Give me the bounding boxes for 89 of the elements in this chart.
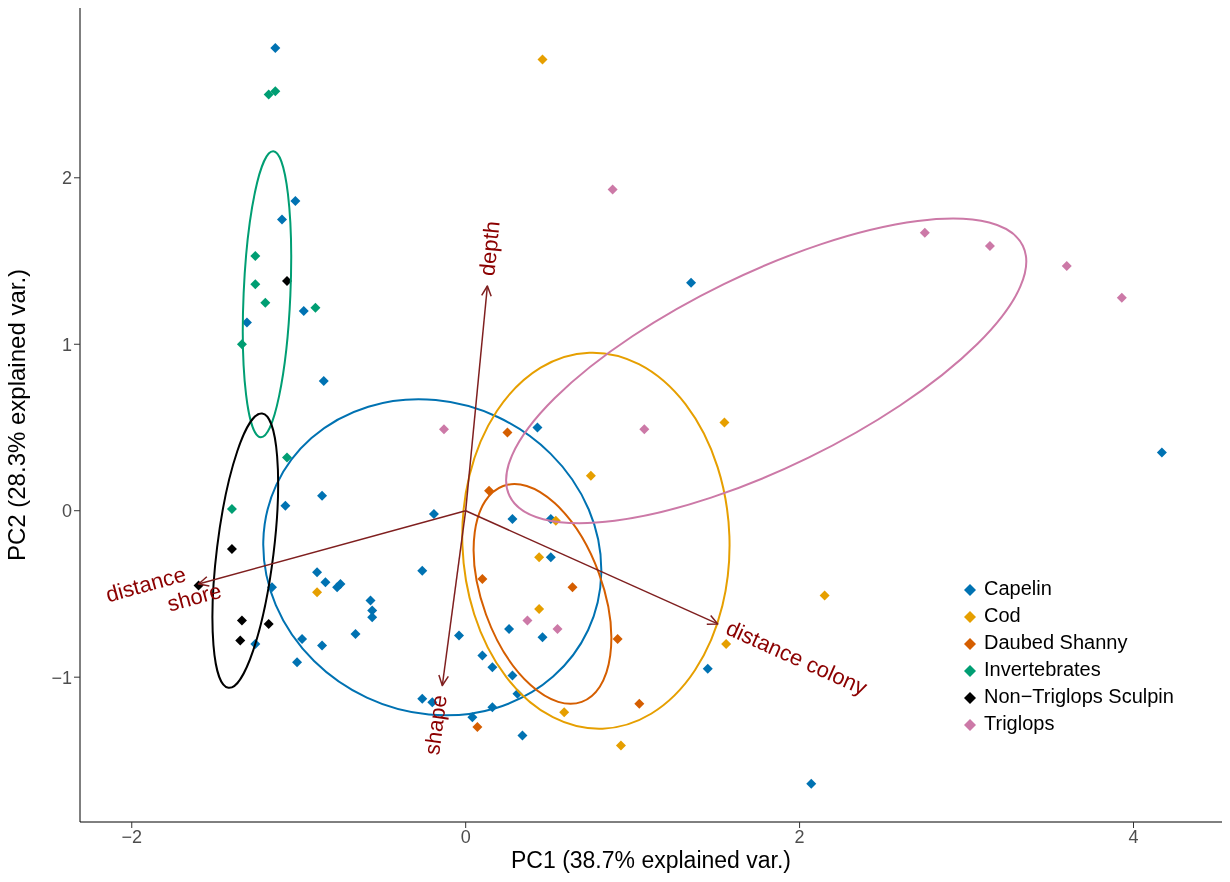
point	[502, 427, 513, 438]
point	[350, 628, 361, 639]
x-tick-label: −2	[121, 826, 143, 847]
point	[532, 422, 543, 433]
legend-label: Daubed Shanny	[984, 631, 1128, 654]
point	[559, 707, 570, 718]
point	[639, 424, 650, 435]
point	[260, 297, 271, 308]
point	[428, 509, 439, 520]
point	[320, 577, 331, 588]
point	[454, 630, 464, 641]
annotation: shape	[418, 693, 452, 757]
point	[507, 514, 518, 525]
legend-label: Cod	[984, 604, 1021, 627]
point	[1156, 447, 1167, 458]
point	[552, 623, 563, 634]
point	[438, 424, 449, 435]
point	[277, 214, 288, 225]
point	[537, 54, 548, 65]
point	[634, 698, 645, 709]
point	[534, 603, 545, 614]
point	[235, 635, 246, 646]
point	[534, 552, 545, 563]
point	[1116, 292, 1127, 303]
point	[335, 578, 346, 589]
y-tick-label: 2	[61, 168, 72, 189]
point	[472, 722, 483, 733]
y-tick-label: −1	[51, 667, 72, 688]
point	[417, 565, 428, 576]
point	[537, 632, 548, 643]
point	[504, 623, 515, 634]
x-tick-label: 0	[460, 826, 471, 847]
x-tick-label: 2	[794, 826, 805, 847]
point	[607, 184, 618, 195]
point	[226, 544, 237, 554]
point	[719, 417, 730, 428]
point	[477, 573, 488, 584]
point	[310, 302, 321, 313]
point	[226, 504, 237, 515]
point	[236, 615, 247, 626]
point	[282, 452, 293, 463]
point	[686, 277, 697, 288]
point	[312, 587, 323, 598]
point	[507, 670, 518, 681]
x-axis-title: PC1 (38.7% explained var.)	[511, 847, 791, 873]
annotation: distance shore	[102, 561, 225, 617]
legend-label: Non−Triglops Sculpin	[984, 685, 1174, 708]
annotation: depth	[474, 219, 505, 278]
legend-label: Capelin	[984, 577, 1052, 600]
point	[312, 567, 323, 578]
point	[806, 778, 817, 789]
y-axis-title: PC2 (28.3% explained var.)	[2, 268, 30, 562]
point	[250, 251, 261, 262]
point	[467, 712, 478, 723]
point	[545, 552, 556, 563]
point	[567, 582, 578, 593]
point	[318, 375, 329, 386]
point	[702, 663, 713, 674]
point	[298, 305, 309, 316]
x-tick-label: 4	[1128, 826, 1139, 847]
point	[317, 640, 328, 651]
point	[615, 740, 626, 751]
point	[270, 86, 281, 97]
legend-label: Invertebrates	[984, 658, 1101, 681]
point	[612, 633, 623, 644]
point	[517, 730, 528, 741]
point	[487, 662, 498, 673]
point	[270, 42, 281, 53]
point	[365, 595, 376, 606]
point	[1061, 261, 1072, 272]
point	[984, 241, 995, 252]
point	[367, 612, 378, 623]
y-tick-label: 1	[61, 334, 72, 355]
point	[292, 657, 303, 668]
point	[250, 279, 261, 290]
point	[263, 618, 274, 629]
point	[819, 590, 830, 601]
point	[477, 650, 488, 661]
point	[484, 485, 495, 496]
point	[290, 196, 301, 207]
point	[585, 470, 596, 481]
point	[263, 89, 274, 100]
point	[317, 490, 328, 501]
point	[522, 615, 533, 626]
point	[919, 227, 930, 238]
point	[297, 633, 308, 644]
point	[280, 500, 291, 511]
legend-label: Triglops	[984, 712, 1055, 735]
y-tick-label: 0	[61, 501, 72, 522]
